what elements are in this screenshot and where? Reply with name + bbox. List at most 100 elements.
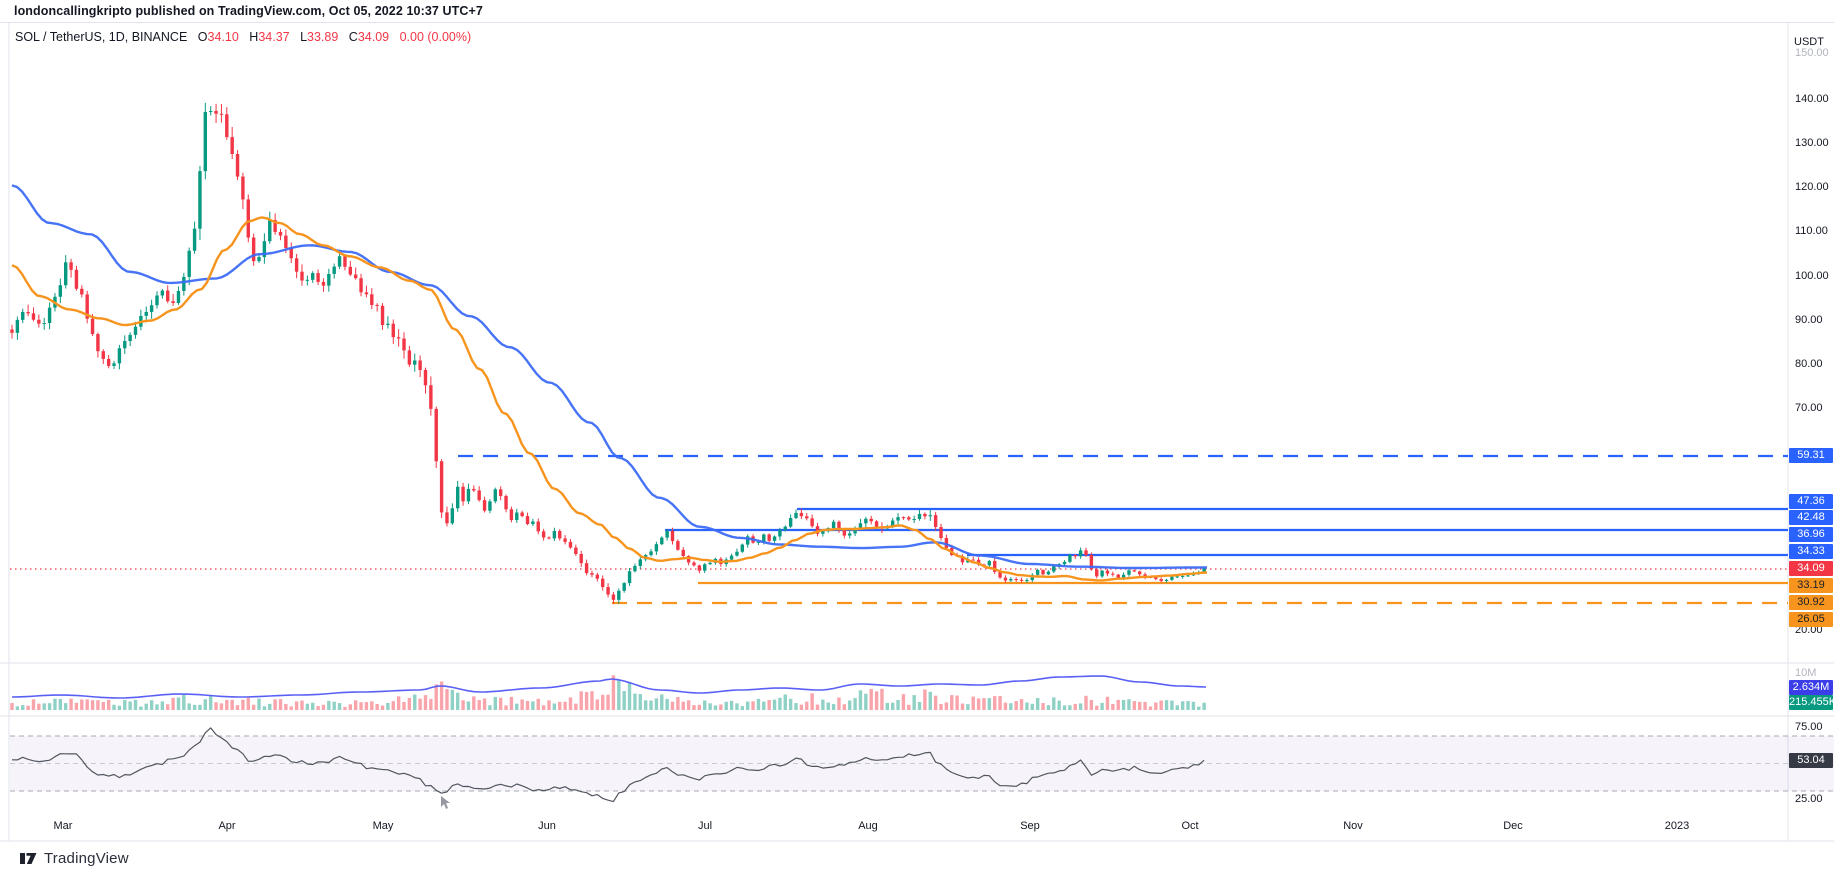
volume-bar (477, 700, 481, 710)
candle-body (762, 534, 766, 542)
symbol-legend[interactable]: SOL / TetherUS, 1D, BINANCE O34.10 H34.3… (15, 30, 471, 44)
volume-bar (139, 706, 143, 710)
volume-bar (880, 688, 884, 710)
candle-body (1084, 550, 1088, 555)
candle-body (37, 319, 41, 324)
volume-bar (633, 693, 637, 710)
candle-body (15, 319, 20, 333)
volume-bar (160, 701, 165, 710)
candle-body (1078, 550, 1083, 557)
candle-body (606, 587, 610, 595)
volume-bar (1164, 700, 1169, 710)
volume-bar (831, 704, 836, 710)
time-tick-Aug: Aug (858, 820, 878, 832)
candle-body (450, 508, 455, 524)
price-tick-90.00: 90.00 (1795, 314, 1823, 326)
volume-bar (901, 694, 906, 710)
volume-bar (703, 700, 707, 710)
volume-bar (214, 702, 218, 710)
volume-bar (853, 698, 857, 710)
candle-body (584, 563, 589, 574)
volume-bar (359, 702, 363, 710)
volume-bar (418, 698, 422, 710)
volume-bar (407, 697, 412, 710)
volume-bar (128, 701, 132, 710)
candle-body (439, 461, 444, 513)
candle-body (321, 281, 326, 286)
volume-bar (950, 695, 954, 710)
candle-body (203, 111, 208, 172)
volume-bar (348, 704, 353, 710)
volume-bar (1143, 701, 1147, 710)
volume-bar (1202, 702, 1206, 710)
mouse-cursor-icon (441, 796, 450, 809)
candle-body (627, 571, 632, 584)
volume-bar (976, 698, 981, 710)
candle-body (1041, 569, 1045, 575)
price-tick-80.00: 80.00 (1795, 358, 1823, 370)
candle-body (552, 531, 557, 539)
volume-bar (756, 698, 761, 710)
volume-bar (885, 702, 890, 710)
candle-body (896, 517, 900, 521)
volume-bar (509, 696, 514, 710)
volume-bar (874, 691, 879, 710)
candle-body (47, 307, 52, 324)
volume-bar (493, 696, 497, 710)
volume-bar (251, 704, 256, 710)
volume-scale-hint: 10M (1795, 667, 1817, 679)
candle-body (466, 488, 471, 502)
candle-body (257, 257, 261, 262)
volume-bar (719, 704, 723, 710)
volume-bar (697, 704, 702, 710)
candle-body (133, 326, 138, 335)
candle-body (772, 536, 777, 541)
candle-body (858, 523, 863, 529)
price-tick-70.00: 70.00 (1795, 402, 1823, 414)
candle-body (407, 350, 412, 365)
tradingview-logo-text: TradingView (44, 850, 129, 867)
candle-body (445, 512, 449, 524)
volume-bar (660, 694, 664, 710)
candle-body (482, 500, 487, 511)
candle-body (26, 311, 30, 314)
volume-bar (439, 681, 444, 710)
volume-bar (1030, 703, 1034, 710)
candle-body (1121, 574, 1126, 579)
candle-body (155, 295, 159, 306)
volume-bar (558, 701, 562, 710)
candle-body (788, 517, 793, 527)
candle-body (208, 110, 213, 112)
volume-bar (907, 704, 911, 710)
candle-body (917, 513, 922, 520)
price-tick-150.00: 150.00 (1795, 47, 1829, 59)
volume-bar (622, 690, 626, 710)
candle-body (144, 311, 148, 316)
rsi-upper-label: 75.00 (1795, 721, 1823, 733)
candle-body (912, 519, 916, 521)
volume-bar (176, 697, 181, 710)
candle-body (434, 408, 438, 462)
volume-bar (192, 704, 197, 710)
candle-body (740, 544, 745, 552)
volume-bar (413, 694, 417, 710)
volume-ma-line (11, 675, 1207, 699)
candle-body (171, 301, 175, 303)
volume-bar (1078, 703, 1083, 710)
volume-bar (638, 694, 642, 710)
volume-bar (391, 701, 395, 710)
volume-bar (1148, 706, 1153, 710)
volume-bar (37, 703, 41, 710)
volume-bar (10, 702, 14, 710)
candle-body (498, 489, 503, 496)
candle-body (907, 517, 911, 520)
volume-bar (686, 700, 691, 710)
volume-bar (654, 698, 659, 710)
candle-body (1025, 580, 1029, 582)
volume-bar (864, 693, 868, 710)
volume-bar (971, 696, 975, 710)
volume-bar (858, 690, 863, 710)
volume-bar (123, 699, 127, 710)
candle-body (509, 509, 514, 521)
